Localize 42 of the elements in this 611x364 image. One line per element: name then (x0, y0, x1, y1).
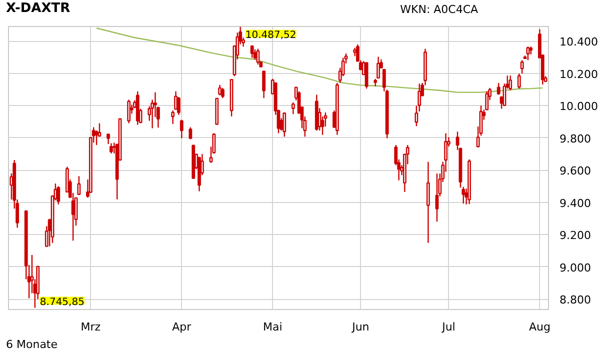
x-tick-label: Mrz (80, 320, 101, 334)
y-tick-label: 9.200 (560, 229, 591, 242)
y-tick-label: 10.000 (560, 100, 598, 114)
annotation: 8.745,85 (40, 296, 84, 308)
candlestick (127, 99, 131, 124)
candlestick (517, 72, 521, 90)
candlestick (364, 62, 368, 90)
candlestick (218, 84, 222, 96)
x-tick-label: Jun (351, 320, 370, 334)
candlestick (177, 96, 180, 116)
x-tick-label: Aug (528, 320, 550, 334)
x-tick-label: Apr (172, 320, 192, 334)
candlestick (250, 45, 254, 58)
candlestick (520, 60, 524, 74)
candlestick (110, 142, 113, 154)
candlestick (77, 176, 81, 195)
text: 6 Monate (6, 338, 58, 351)
x-tick-label: Mai (262, 320, 282, 334)
y-tick-label: 10.200 (560, 68, 598, 81)
candlestick (282, 112, 286, 138)
y-tick-label: 9.600 (560, 164, 591, 178)
candlestick (508, 74, 512, 91)
candlestick (462, 186, 466, 204)
candlestick (262, 70, 266, 99)
candlestick (221, 87, 224, 99)
x-tick-label: Jul (441, 320, 456, 334)
y-tick-label: 9.400 (560, 196, 591, 210)
candlestick (253, 48, 257, 60)
chart-title: X-DAXTR (6, 0, 70, 18)
candlestick (180, 119, 184, 139)
y-tick-label: 9.000 (560, 261, 591, 274)
candlestick (56, 186, 60, 205)
y-tick-label: 9.800 (560, 132, 591, 146)
candlestick (171, 110, 175, 124)
candlestick (426, 161, 430, 244)
candlestick (320, 116, 324, 136)
candlestick (291, 102, 295, 115)
chart-subtitle: WKN: A0C4CA (400, 2, 478, 18)
y-tick-label: 10.400 (560, 36, 598, 49)
candlestick (435, 172, 439, 222)
candlestick (376, 56, 380, 79)
y-tick-label: 8.800 (560, 294, 591, 307)
